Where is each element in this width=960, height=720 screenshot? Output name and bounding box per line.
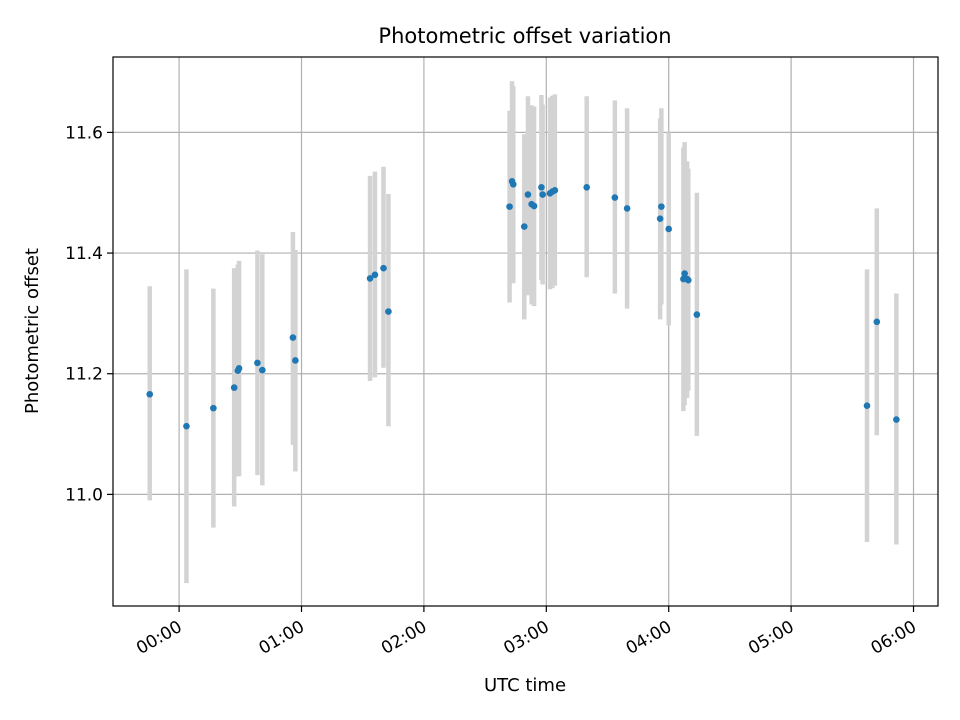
plot-frame xyxy=(112,56,939,607)
y-tick-label: 11.6 xyxy=(65,123,103,143)
data-point xyxy=(863,402,871,410)
data-point xyxy=(538,184,545,191)
data-point xyxy=(380,264,387,272)
data-point xyxy=(893,416,900,423)
data-point xyxy=(623,205,631,212)
data-point xyxy=(254,359,261,367)
data-point xyxy=(551,187,559,194)
data-point xyxy=(658,203,665,210)
y-axis-ticks: 11.0 11.2 11.4 11.6 xyxy=(65,123,113,505)
data-point xyxy=(873,318,881,326)
data-point xyxy=(289,334,297,341)
data-point xyxy=(684,276,692,284)
grid-lines xyxy=(113,57,938,606)
data-point xyxy=(366,275,374,282)
data-point xyxy=(506,203,513,210)
data-point xyxy=(146,390,154,398)
data-point xyxy=(292,357,299,364)
data-point xyxy=(230,384,238,391)
data-point xyxy=(520,223,528,230)
y-tick-label: 11.4 xyxy=(65,244,103,264)
data-point xyxy=(656,215,664,222)
data-point xyxy=(583,184,591,191)
data-point xyxy=(530,202,538,210)
data-point xyxy=(509,180,517,188)
data-point xyxy=(693,311,701,318)
y-axis-title: Photometric offset xyxy=(22,248,43,414)
data-point xyxy=(235,365,243,372)
data-point xyxy=(665,225,673,233)
data-point xyxy=(681,270,688,277)
data-points xyxy=(146,177,900,430)
data-point xyxy=(183,422,190,430)
data-point xyxy=(539,191,546,198)
x-axis-title: UTC time xyxy=(484,675,566,696)
data-point xyxy=(259,366,266,374)
data-point xyxy=(371,271,379,279)
y-tick-label: 11.2 xyxy=(65,365,103,385)
y-tick-label: 11.0 xyxy=(65,485,103,505)
data-point xyxy=(210,404,217,412)
data-point xyxy=(385,308,392,315)
data-point xyxy=(611,194,619,201)
chart-title: Photometric offset variation xyxy=(378,24,671,48)
data-point xyxy=(524,191,532,198)
